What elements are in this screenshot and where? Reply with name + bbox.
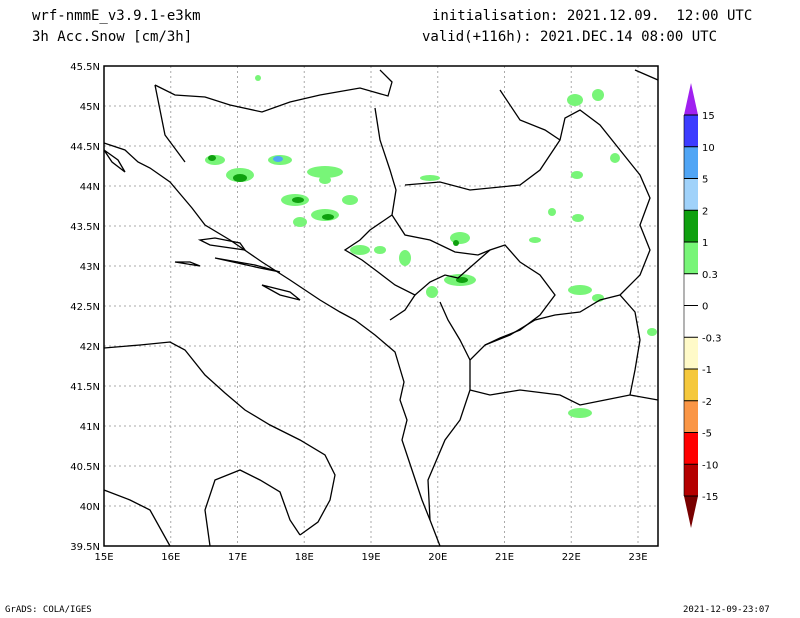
colorbar-segment (684, 273, 698, 306)
lat-label: 43N (80, 262, 100, 273)
colorbar-segment (684, 210, 698, 242)
lon-label: 22E (562, 552, 581, 563)
colorbar-label: 1 (702, 238, 708, 249)
colorbar-label: 15 (702, 111, 715, 122)
lon-label: 20E (428, 552, 447, 563)
variable-title: 3h Acc.Snow [cm/3h] (32, 29, 193, 45)
colorbar: 15 10 5 2 1 0.3 0 -0.3 -1 -2 -5 -10 -15 (683, 83, 722, 528)
colorbar-label: -10 (702, 460, 718, 471)
map-frame (103, 65, 659, 547)
colorbar-segment (684, 242, 698, 274)
lon-label: 21E (495, 552, 514, 563)
lat-label: 41.5N (70, 382, 100, 393)
snow-areas-heavy (208, 155, 468, 283)
colorbar-segment (684, 369, 698, 401)
colorbar-label: -15 (702, 492, 718, 503)
colorbar-top-arrow (684, 83, 698, 115)
lat-label: 39.5N (70, 542, 100, 553)
colorbar-segment (684, 115, 698, 147)
lon-label: 19E (361, 552, 380, 563)
latitude-labels: 45.5N 45N 44.5N 44N 43.5N 43N 42.5N 42N 41.5N 41N… (70, 62, 100, 553)
lat-label: 42.5N (70, 302, 100, 313)
colorbar-segment (684, 305, 698, 338)
colorbar-segment (684, 337, 698, 369)
colorbar-label: 0 (702, 302, 708, 313)
colorbar-segment (684, 146, 698, 179)
colorbar-label: 5 (702, 175, 708, 186)
colorbar-label: -5 (702, 429, 712, 440)
lon-label: 18E (295, 552, 314, 563)
lat-label: 45.5N (70, 62, 100, 73)
grid-lines (103, 65, 658, 547)
initialisation-time: initialisation: 2021.12.09. 12:00 UTC (432, 8, 753, 24)
colorbar-bottom-arrow (684, 496, 698, 528)
lat-label: 42N (80, 342, 100, 353)
colorbar-label: -2 (702, 397, 712, 408)
lon-label: 17E (228, 552, 247, 563)
colorbar-segment (684, 400, 698, 433)
lat-label: 43.5N (70, 222, 100, 233)
colorbar-label: -1 (702, 365, 712, 376)
lon-label: 15E (94, 552, 113, 563)
colorbar-label: -0.3 (702, 333, 722, 344)
footer-grads-credit: GrADS: COLA/IGES (5, 605, 92, 615)
lat-label: 45N (80, 102, 100, 113)
colorbar-label: 2 (702, 206, 708, 217)
colorbar-segment (684, 464, 698, 496)
lat-label: 40N (80, 502, 100, 513)
longitude-labels: 15E 16E 17E 18E 19E 20E 21E 22E 23E (94, 552, 647, 563)
lat-label: 44.5N (70, 142, 100, 153)
lat-label: 40.5N (70, 462, 100, 473)
lat-label: 44N (80, 182, 100, 193)
lon-label: 23E (628, 552, 647, 563)
lat-label: 41N (80, 422, 100, 433)
footer-timestamp: 2021-12-09-23:07 (683, 605, 770, 615)
model-title: wrf-nmmE_v3.9.1-e3km (32, 8, 201, 24)
colorbar-label: 0.3 (702, 270, 718, 281)
coastlines-and-borders (103, 69, 659, 547)
colorbar-segment (684, 432, 698, 465)
colorbar-label: 10 (702, 143, 715, 154)
lon-label: 16E (161, 552, 180, 563)
valid-time: valid(+116h): 2021.DEC.14 08:00 UTC (422, 29, 718, 45)
snow-areas (205, 75, 657, 418)
colorbar-segment (684, 178, 698, 211)
